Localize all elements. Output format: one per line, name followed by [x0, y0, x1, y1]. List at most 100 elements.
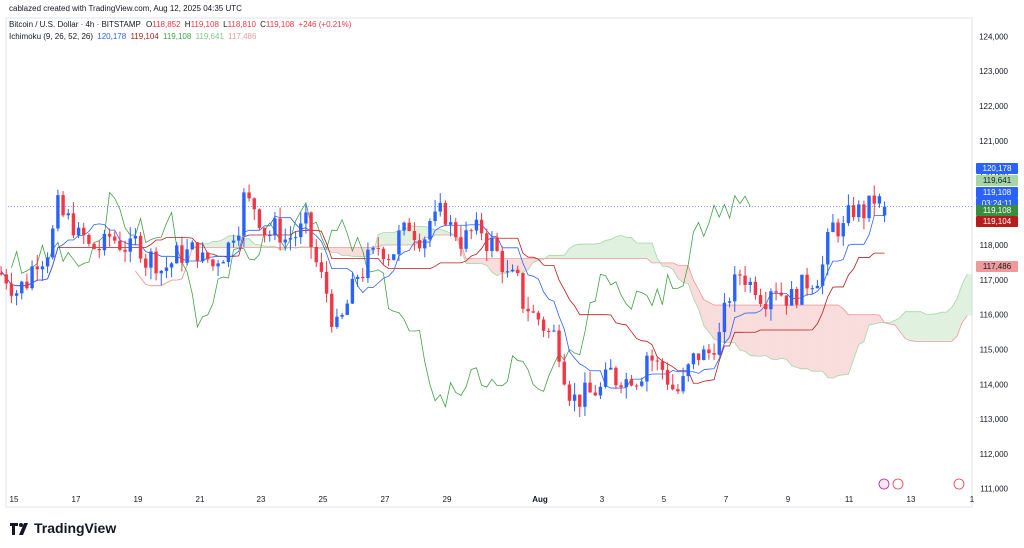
candle-body[interactable] — [309, 212, 313, 247]
candle-body[interactable] — [438, 202, 442, 212]
candle-body[interactable] — [169, 263, 174, 268]
us-flag-icon[interactable] — [953, 478, 965, 490]
candle-body[interactable] — [857, 204, 861, 218]
candle-body[interactable] — [66, 213, 70, 216]
candle-body[interactable] — [278, 218, 282, 243]
candle-body[interactable] — [795, 288, 799, 305]
candle-body[interactable] — [273, 218, 277, 236]
candle-body[interactable] — [572, 394, 577, 401]
candle-body[interactable] — [753, 281, 758, 296]
candle-body[interactable] — [242, 192, 246, 236]
candle-body[interactable] — [371, 248, 375, 250]
candle-body[interactable] — [738, 274, 742, 276]
candle-body[interactable] — [402, 222, 406, 231]
candle-body[interactable] — [479, 219, 484, 234]
candle-body[interactable] — [335, 316, 339, 327]
candle-body[interactable] — [557, 330, 561, 362]
candle-body[interactable] — [268, 235, 272, 237]
candle-body[interactable] — [598, 386, 603, 396]
candle-body[interactable] — [376, 248, 380, 250]
candle-body[interactable] — [454, 222, 458, 238]
candle-body[interactable] — [707, 349, 711, 354]
candle-body[interactable] — [56, 195, 60, 229]
candle-body[interactable] — [614, 367, 618, 386]
candle-body[interactable] — [9, 283, 14, 296]
candle-body[interactable] — [30, 266, 34, 289]
candle-body[interactable] — [164, 267, 169, 271]
candle-body[interactable] — [417, 240, 422, 249]
candle-body[interactable] — [293, 237, 298, 239]
candle-body[interactable] — [231, 240, 236, 243]
candle-body[interactable] — [123, 249, 127, 252]
candle-body[interactable] — [102, 233, 107, 251]
candle-body[interactable] — [831, 222, 835, 233]
candle-body[interactable] — [536, 312, 541, 320]
candle-body[interactable] — [443, 202, 448, 225]
candle-body[interactable] — [702, 349, 706, 361]
symbol-legend[interactable]: Bitcoin / U.S. Dollar · 4h · BITSTAMP O1… — [9, 20, 351, 29]
candle-body[interactable] — [810, 288, 814, 290]
candle-body[interactable] — [433, 211, 437, 222]
candle-body[interactable] — [144, 258, 148, 268]
candle-body[interactable] — [180, 245, 184, 263]
candle-body[interactable] — [743, 275, 747, 286]
candle-body[interactable] — [583, 382, 587, 407]
candle-body[interactable] — [299, 223, 303, 238]
candle-body[interactable] — [784, 295, 789, 306]
candle-body[interactable] — [51, 228, 55, 258]
candle-body[interactable] — [800, 274, 804, 305]
candle-body[interactable] — [118, 240, 122, 250]
candle-body[interactable] — [748, 281, 752, 286]
candle-body[interactable] — [330, 293, 334, 327]
candle-body[interactable] — [361, 276, 365, 279]
candle-body[interactable] — [92, 243, 96, 249]
candle-body[interactable] — [423, 239, 427, 249]
candle-body[interactable] — [97, 248, 101, 251]
candle-body[interactable] — [0, 272, 3, 275]
candle-body[interactable] — [464, 230, 468, 249]
candle-body[interactable] — [578, 394, 582, 407]
candle-body[interactable] — [624, 379, 628, 388]
candle-body[interactable] — [25, 281, 29, 289]
candle-body[interactable] — [448, 222, 453, 225]
candle-body[interactable] — [609, 367, 613, 370]
candle-body[interactable] — [634, 385, 639, 387]
candle-body[interactable] — [154, 251, 158, 274]
candle-body[interactable] — [138, 235, 143, 259]
candle-body[interactable] — [676, 389, 680, 392]
candle-body[interactable] — [505, 271, 510, 273]
candle-body[interactable] — [490, 237, 494, 251]
candle-body[interactable] — [603, 369, 608, 387]
candle-body[interactable] — [216, 263, 220, 267]
candle-body[interactable] — [340, 314, 344, 317]
candle-body[interactable] — [841, 223, 845, 237]
candle-body[interactable] — [836, 222, 840, 237]
candle-body[interactable] — [789, 288, 794, 306]
candle-body[interactable] — [851, 205, 856, 218]
candle-body[interactable] — [206, 252, 210, 260]
candle-body[interactable] — [665, 369, 670, 385]
candle-body[interactable] — [314, 246, 318, 263]
candle-body[interactable] — [516, 269, 520, 274]
candle-body[interactable] — [872, 195, 876, 204]
candle-body[interactable] — [820, 264, 825, 286]
candle-body[interactable] — [629, 379, 634, 386]
candle-body[interactable] — [526, 308, 530, 312]
tradingview-logo[interactable]: TradingView — [10, 520, 116, 536]
candle-body[interactable] — [35, 266, 39, 270]
candle-body[interactable] — [619, 385, 623, 388]
candle-body[interactable] — [113, 236, 117, 241]
candle-body[interactable] — [500, 250, 504, 273]
candle-body[interactable] — [758, 295, 763, 304]
candle-body[interactable] — [397, 230, 401, 255]
candle-body[interactable] — [567, 384, 572, 401]
candle-body[interactable] — [324, 271, 329, 294]
candle-body[interactable] — [650, 355, 654, 361]
candle-body[interactable] — [407, 222, 411, 231]
candle-body[interactable] — [485, 233, 489, 251]
candle-body[interactable] — [195, 242, 200, 262]
us-flag-icon[interactable] — [892, 478, 904, 490]
candle-body[interactable] — [149, 251, 153, 268]
candle-body[interactable] — [531, 311, 535, 313]
